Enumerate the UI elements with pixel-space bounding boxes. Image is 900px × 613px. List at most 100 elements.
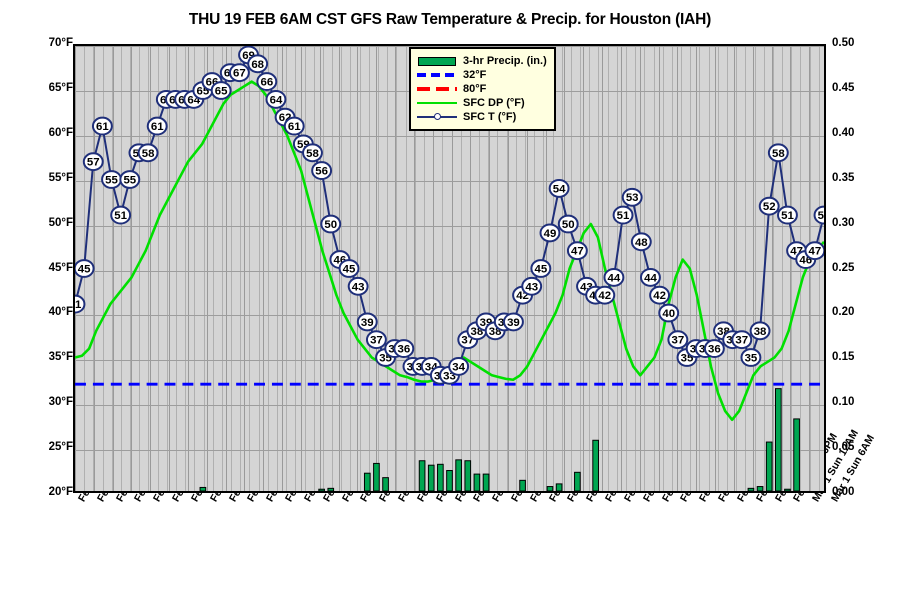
grid-line-vertical [148, 46, 150, 491]
grid-line-horizontal [75, 180, 824, 182]
temperature-point: 52 [758, 196, 780, 216]
temperature-point-label: 61 [288, 121, 301, 133]
grid-line-vertical [818, 46, 820, 491]
precip-bar [747, 487, 755, 491]
grid-line-vertical-major [263, 46, 265, 491]
legend-label: 3-hr Precip. (in.) [463, 54, 547, 67]
legend-label: 80°F [463, 82, 487, 95]
precip-bar [418, 460, 426, 491]
grid-line-vertical-major [470, 46, 472, 491]
temperature-point: 50 [320, 214, 342, 234]
precip-bar [363, 472, 371, 491]
grid-line-vertical [506, 46, 508, 491]
grid-line-vertical-major [451, 46, 453, 491]
grid-line-vertical [221, 46, 223, 491]
grid-line-vertical [359, 46, 361, 491]
legend-swatch-dashed-red [417, 83, 457, 95]
temperature-point-label: 46 [334, 255, 347, 267]
precip-bar [373, 462, 380, 491]
temperature-point-label: 38 [754, 326, 767, 338]
precip-bar [592, 439, 599, 491]
temperature-point-label: 61 [151, 121, 164, 133]
grid-line-vertical [249, 46, 251, 491]
temperature-point-label: 55 [123, 174, 136, 186]
precip-bar [482, 473, 490, 491]
temperature-point: 34 [448, 356, 470, 376]
temperature-point-label: 53 [626, 192, 639, 204]
grid-line-vertical [671, 46, 673, 491]
grid-line-vertical-major [790, 46, 792, 491]
temperature-point: 45 [75, 259, 95, 278]
temperature-point: 43 [521, 276, 543, 296]
grid-line-vertical [699, 46, 701, 491]
temperature-point-label: 36 [397, 344, 410, 356]
precip-bar [756, 486, 764, 491]
y-tick-left: 20°F [48, 486, 73, 498]
grid-line-vertical [286, 46, 288, 491]
precip-bar [318, 488, 325, 491]
grid-line-vertical-major [169, 46, 171, 491]
legend-item: SFC DP (°F) [417, 96, 547, 109]
legend-item: SFC T (°F) [417, 110, 547, 123]
grid-line-vertical [387, 46, 389, 491]
temperature-point-label: 37 [671, 335, 684, 347]
grid-line-vertical-major [395, 46, 397, 491]
temperature-point-label: 51 [781, 210, 794, 222]
chart-legend: 3-hr Precip. (in.) 32°F 80°F SFC DP (°F) SFC… [409, 47, 556, 131]
grid-line-vertical-major [658, 46, 660, 491]
grid-line-vertical-major [715, 46, 717, 491]
temperature-point: 51 [813, 205, 824, 225]
temperature-point: 36 [703, 339, 725, 359]
temperature-point: 44 [603, 267, 625, 287]
precip-bar [765, 441, 773, 491]
temperature-point: 61 [283, 116, 305, 136]
temperature-point: 45 [338, 259, 360, 278]
grid-line-vertical [479, 46, 481, 491]
temperature-point-label: 38 [717, 326, 730, 338]
temperature-point: 56 [311, 161, 333, 181]
temperature-point: 58 [767, 143, 789, 163]
temperature-point-label: 43 [525, 281, 538, 293]
grid-line-vertical [368, 46, 370, 491]
temperature-point: 64 [265, 89, 287, 109]
temperature-point-label: 37 [370, 335, 383, 347]
temperature-point: 36 [393, 339, 415, 359]
temperature-point: 38 [749, 321, 771, 341]
temperature-point-label: 65 [215, 85, 228, 97]
temperature-point-label: 45 [78, 263, 91, 275]
grid-line-vertical-major [733, 46, 735, 491]
grid-line-horizontal [75, 135, 824, 137]
grid-line-vertical [515, 46, 517, 491]
temperature-point-label: 36 [708, 344, 721, 356]
grid-line-vertical [203, 46, 205, 491]
temperature-point-label: 65 [197, 85, 210, 97]
grid-line-vertical-major [413, 46, 415, 491]
temperature-point: 41 [75, 294, 86, 314]
temperature-point-label: 47 [809, 246, 822, 258]
precip-bar [446, 470, 453, 491]
legend-label: SFC T (°F) [463, 110, 517, 123]
grid-line-vertical [423, 46, 425, 491]
temperature-point-label: 51 [114, 210, 127, 222]
grid-line-vertical [598, 46, 600, 491]
precip-bar [455, 459, 462, 491]
grid-line-vertical [800, 46, 802, 491]
temperature-point-label: 39 [361, 317, 374, 329]
temperature-point-label: 38 [489, 326, 502, 338]
grid-line-vertical [405, 46, 407, 491]
temperature-point-label: 43 [352, 281, 365, 293]
grid-line-vertical [111, 46, 113, 491]
grid-line-vertical [139, 46, 141, 491]
temperature-point: 57 [82, 152, 104, 172]
temperature-point-label: 64 [270, 94, 283, 106]
y-tick-left: 55°F [48, 171, 73, 184]
temperature-point-label: 64 [187, 94, 200, 106]
grid-line-vertical-major [639, 46, 641, 491]
grid-line-vertical [717, 46, 719, 491]
temperature-point-label: 44 [644, 272, 657, 284]
temperature-point-label: 41 [75, 299, 82, 311]
temperature-point-label: 47 [571, 246, 584, 258]
grid-line-horizontal [75, 405, 824, 407]
grid-line-vertical [396, 46, 398, 491]
